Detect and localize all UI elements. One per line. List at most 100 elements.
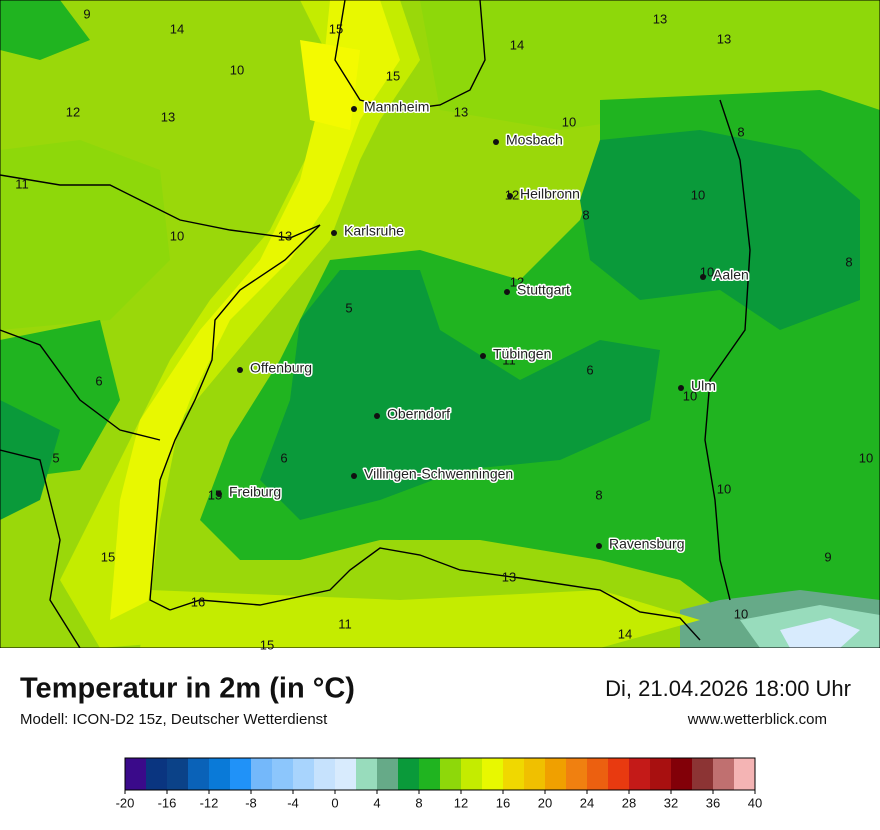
colorbar-segment xyxy=(272,758,294,790)
colorbar-segment xyxy=(314,758,336,790)
temperature-label: 13 xyxy=(454,104,468,119)
temperature-label: 10 xyxy=(691,187,705,202)
city-label: Freiburg xyxy=(229,484,281,500)
city-label: Villingen-Schwenningen xyxy=(364,466,513,482)
city-dot xyxy=(480,353,486,359)
temperature-label: 10 xyxy=(683,388,697,403)
city-label: Mannheim xyxy=(364,99,429,115)
colorbar-segment xyxy=(398,758,420,790)
temperature-label: 12 xyxy=(66,104,80,119)
city-dot xyxy=(351,106,357,112)
city-dot xyxy=(216,491,222,497)
colorbar-tick-label: 36 xyxy=(706,795,720,810)
city-dot xyxy=(700,274,706,280)
temperature-label: 5 xyxy=(345,300,352,315)
subtitle: Modell: ICON-D2 15z, Deutscher Wetterdie… xyxy=(20,711,328,728)
city-label: Tübingen xyxy=(493,346,551,362)
colorbar-tick-label: 24 xyxy=(580,795,594,810)
colorbar-segment xyxy=(188,758,210,790)
map-background xyxy=(0,0,880,648)
temperature-label: 10 xyxy=(734,606,748,621)
colorbar-tick-label: 16 xyxy=(496,795,510,810)
colorbar-segment xyxy=(209,758,231,790)
temperature-label: 15 xyxy=(329,21,343,36)
website: www.wetterblick.com xyxy=(687,711,827,728)
temperature-label: 15 xyxy=(386,68,400,83)
colorbar-segment xyxy=(629,758,651,790)
temperature-label: 14 xyxy=(170,21,184,36)
colorbar-tick-label: 20 xyxy=(538,795,552,810)
temperature-label: 15 xyxy=(260,637,274,652)
footer-bg xyxy=(0,648,880,830)
colorbar-tick-label: 12 xyxy=(454,795,468,810)
colorbar-segment xyxy=(251,758,273,790)
temperature-label: 13 xyxy=(717,31,731,46)
colorbar-tick-label: 0 xyxy=(331,795,338,810)
temperature-label: 14 xyxy=(618,626,632,641)
city-dot xyxy=(351,473,357,479)
temperature-label: 9 xyxy=(824,549,831,564)
city-dot xyxy=(374,413,380,419)
colorbar-tick-label: -20 xyxy=(116,795,135,810)
colorbar-segment xyxy=(146,758,168,790)
temperature-label: 10 xyxy=(717,481,731,496)
colorbar-segment xyxy=(713,758,735,790)
colorbar: -20 -16 -12 -8 -4 0 4 8 12 16 20 24 28 32 36 40 xyxy=(116,757,762,810)
city-label: Mosbach xyxy=(506,132,563,148)
temperature-label: 10 xyxy=(859,450,873,465)
colorbar-segment xyxy=(545,758,567,790)
datetime: Di, 21.04.2026 18:00 Uhr xyxy=(605,676,851,701)
city-label: Stuttgart xyxy=(517,282,570,298)
temperature-label: 15 xyxy=(101,549,115,564)
colorbar-segment xyxy=(524,758,546,790)
colorbar-segment xyxy=(377,758,399,790)
colorbar-frame xyxy=(124,757,756,791)
title: Temperatur in 2m (in °C) xyxy=(20,673,355,705)
city-dot xyxy=(596,543,602,549)
temperature-label: 6 xyxy=(586,362,593,377)
colorbar-segment xyxy=(734,758,756,790)
temperature-label: 8 xyxy=(582,207,589,222)
colorbar-tick-label: 4 xyxy=(373,795,380,810)
colorbar-segment xyxy=(650,758,672,790)
colorbar-tick-label: -4 xyxy=(287,795,299,810)
colorbar-segment xyxy=(230,758,252,790)
colorbar-segment xyxy=(335,758,357,790)
temperature-label: 8 xyxy=(595,487,602,502)
temperature-label: 14 xyxy=(510,37,524,52)
temperature-label: 10 xyxy=(562,114,576,129)
colorbar-segment xyxy=(440,758,462,790)
city-label: Ulm xyxy=(691,378,716,394)
colorbar-tick-label: -12 xyxy=(200,795,219,810)
city-dot xyxy=(678,385,684,391)
colorbar-tick-label: -8 xyxy=(245,795,257,810)
temperature-label: 5 xyxy=(52,450,59,465)
colorbar-segment xyxy=(293,758,315,790)
colorbar-segment xyxy=(587,758,609,790)
city-label: Ravensburg xyxy=(609,536,685,552)
temperature-label: 11 xyxy=(502,352,516,367)
city-dot xyxy=(331,230,337,236)
temperature-label: 13 xyxy=(161,109,175,124)
colorbar-segment xyxy=(608,758,630,790)
city-dot xyxy=(493,139,499,145)
temperature-label: 11 xyxy=(338,616,352,631)
colorbar-tick-label: 40 xyxy=(748,795,762,810)
city-label: Offenburg xyxy=(250,360,312,376)
temperature-label: 11 xyxy=(15,176,29,191)
temperature-label: 13 xyxy=(653,11,667,26)
colorbar-segment xyxy=(167,758,189,790)
colorbar-segment xyxy=(356,758,378,790)
temperature-label: 10 xyxy=(170,228,184,243)
colorbar-segment xyxy=(671,758,693,790)
colorbar-segment xyxy=(419,758,441,790)
temperature-label: 16 xyxy=(191,594,205,609)
city-label: Heilbronn xyxy=(520,186,580,202)
temperature-label: 6 xyxy=(280,450,287,465)
temperature-label: 10 xyxy=(230,62,244,77)
colorbar-segment xyxy=(125,758,147,790)
temperature-label: 13 xyxy=(502,569,516,584)
colorbar-segment xyxy=(692,758,714,790)
